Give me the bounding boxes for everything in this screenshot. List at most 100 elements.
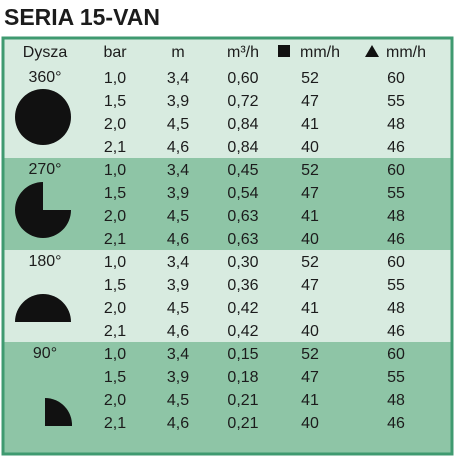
column-header: m [171, 44, 184, 61]
nozzle-270 [15, 182, 71, 238]
table-cell: 1,5 [104, 277, 126, 294]
nozzle-label: 180° [28, 253, 61, 270]
table-cell: 1,0 [104, 70, 126, 87]
column-header: m³/h [227, 44, 259, 61]
table-cell: 3,9 [167, 185, 189, 202]
table-cell: 52 [301, 70, 319, 87]
table-cell: 0,15 [227, 346, 258, 363]
table-cell: 55 [387, 277, 405, 294]
table-cell: 0,60 [227, 70, 258, 87]
column-header: bar [103, 44, 127, 61]
table-cell: 4,5 [167, 300, 189, 317]
table-cell: 52 [301, 162, 319, 179]
table-cell: 2,1 [104, 323, 126, 340]
table-cell: 0,42 [227, 323, 258, 340]
table-cell: 0,18 [227, 369, 258, 386]
table-cell: 4,5 [167, 116, 189, 133]
table-cell: 2,0 [104, 392, 126, 409]
group-bg [3, 158, 452, 250]
nozzle-label: 90° [33, 345, 57, 362]
table-cell: 47 [301, 185, 319, 202]
table-cell: 3,9 [167, 277, 189, 294]
table-cell: 1,5 [104, 185, 126, 202]
table-cell: 0,42 [227, 300, 258, 317]
table-cell: 40 [301, 415, 319, 432]
table-cell: 47 [301, 93, 319, 110]
table-cell: 40 [301, 231, 319, 248]
table-cell: 46 [387, 139, 405, 156]
table-cell: 60 [387, 70, 405, 87]
table-cell: 60 [387, 254, 405, 271]
table-cell: 48 [387, 392, 405, 409]
table-cell: 4,5 [167, 392, 189, 409]
table-cell: 0,30 [227, 254, 258, 271]
nozzle-90 [45, 398, 73, 426]
table-cell: 60 [387, 346, 405, 363]
nozzle-label: 360° [28, 69, 61, 86]
table-cell: 48 [387, 300, 405, 317]
table-cell: 3,4 [167, 70, 189, 87]
table-cell: 52 [301, 254, 319, 271]
nozzle-label: 270° [28, 161, 61, 178]
column-header: mm/h [300, 44, 340, 61]
table-cell: 40 [301, 323, 319, 340]
table-cell: 3,4 [167, 162, 189, 179]
table-cell: 46 [387, 415, 405, 432]
table-cell: 48 [387, 116, 405, 133]
nozzle-360 [15, 89, 71, 145]
square-icon [278, 45, 290, 57]
table-cell: 55 [387, 369, 405, 386]
table-cell: 40 [301, 139, 319, 156]
table-cell: 47 [301, 277, 319, 294]
table-cell: 2,1 [104, 139, 126, 156]
title: SERIA 15-VAN [4, 4, 160, 30]
table-cell: 4,5 [167, 208, 189, 225]
table-cell: 41 [301, 116, 319, 133]
table-border [1, 36, 454, 456]
table-cell: 52 [301, 346, 319, 363]
table-cell: 2,1 [104, 415, 126, 432]
table-cell: 48 [387, 208, 405, 225]
table-cell: 0,63 [227, 231, 258, 248]
table-cell: 0,84 [227, 116, 258, 133]
triangle-icon [365, 45, 379, 57]
table-cell: 4,6 [167, 415, 189, 432]
table-cell: 3,9 [167, 369, 189, 386]
group-bg [3, 342, 452, 454]
table-cell: 1,0 [104, 254, 126, 271]
table-cell: 47 [301, 369, 319, 386]
table-cell: 4,6 [167, 231, 189, 248]
table-cell: 0,21 [227, 415, 258, 432]
table-cell: 0,84 [227, 139, 258, 156]
nozzle-180 [15, 294, 71, 322]
table-cell: 3,4 [167, 346, 189, 363]
table-cell: 1,5 [104, 369, 126, 386]
table-cell: 2,1 [104, 231, 126, 248]
table-cell: 41 [301, 300, 319, 317]
table-cell: 2,0 [104, 300, 126, 317]
table-cell: 3,9 [167, 93, 189, 110]
table-cell: 0,45 [227, 162, 258, 179]
table-cell: 41 [301, 392, 319, 409]
table-cell: 55 [387, 185, 405, 202]
table-cell: 41 [301, 208, 319, 225]
table-cell: 4,6 [167, 323, 189, 340]
table-cell: 46 [387, 231, 405, 248]
table-cell: 46 [387, 323, 405, 340]
table-cell: 3,4 [167, 254, 189, 271]
table-cell: 2,0 [104, 208, 126, 225]
column-header: mm/h [386, 44, 426, 61]
table-cell: 2,0 [104, 116, 126, 133]
table-cell: 0,21 [227, 392, 258, 409]
table-cell: 0,72 [227, 93, 258, 110]
table-cell: 1,0 [104, 162, 126, 179]
table-cell: 4,6 [167, 139, 189, 156]
table-cell: 0,54 [227, 185, 258, 202]
table-cell: 1,5 [104, 93, 126, 110]
table-cell: 0,36 [227, 277, 258, 294]
table-cell: 0,63 [227, 208, 258, 225]
column-header: Dysza [23, 44, 68, 61]
table-cell: 1,0 [104, 346, 126, 363]
table-cell: 60 [387, 162, 405, 179]
